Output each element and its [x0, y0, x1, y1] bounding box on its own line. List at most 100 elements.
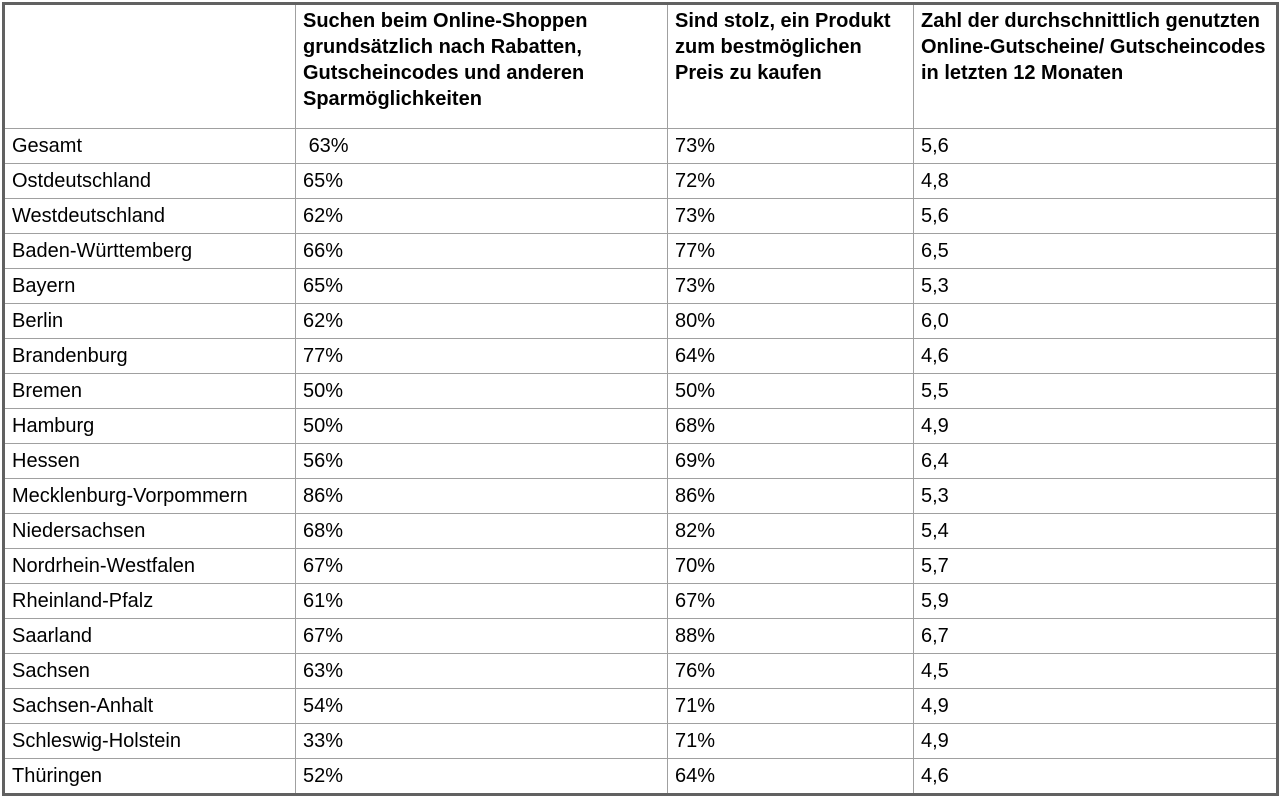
- value-cell: 63%: [295, 653, 668, 689]
- value-cell: 5,6: [913, 198, 1278, 234]
- value-cell: 6,5: [913, 233, 1278, 269]
- table-row: Hessen 56% 69% 6,4: [3, 443, 1278, 479]
- region-cell: Berlin: [3, 303, 296, 339]
- region-cell: Sachsen-Anhalt: [3, 688, 296, 724]
- column-header-search-discounts: Suchen beim Online-Shoppen grundsätzlich…: [295, 3, 668, 129]
- value-cell: 73%: [667, 128, 914, 164]
- region-cell: Brandenburg: [3, 338, 296, 374]
- value-cell: 52%: [295, 758, 668, 795]
- column-header-proud-best-price: Sind stolz, ein Produkt zum bestmögliche…: [667, 3, 914, 129]
- region-cell: Westdeutschland: [3, 198, 296, 234]
- value-cell: 62%: [295, 198, 668, 234]
- table-row: Bremen 50% 50% 5,5: [3, 373, 1278, 409]
- value-cell: 68%: [667, 408, 914, 444]
- region-cell: Niedersachsen: [3, 513, 296, 549]
- value-cell: 4,9: [913, 688, 1278, 724]
- value-cell: 77%: [295, 338, 668, 374]
- value-cell: 64%: [667, 338, 914, 374]
- value-cell: 67%: [295, 618, 668, 654]
- value-cell: 5,3: [913, 478, 1278, 514]
- value-cell: 4,6: [913, 758, 1278, 795]
- table-row: Berlin 62% 80% 6,0: [3, 303, 1278, 339]
- region-cell: Sachsen: [3, 653, 296, 689]
- value-cell: 4,8: [913, 163, 1278, 199]
- value-cell: 5,6: [913, 128, 1278, 164]
- value-cell: 72%: [667, 163, 914, 199]
- value-cell: 63%: [295, 128, 668, 164]
- value-cell: 4,5: [913, 653, 1278, 689]
- value-cell: 86%: [667, 478, 914, 514]
- value-cell: 73%: [667, 268, 914, 304]
- value-cell: 82%: [667, 513, 914, 549]
- table-row: Westdeutschland 62% 73% 5,6: [3, 198, 1278, 234]
- table-row: Bayern 65% 73% 5,3: [3, 268, 1278, 304]
- value-cell: 71%: [667, 688, 914, 724]
- value-cell: 66%: [295, 233, 668, 269]
- value-cell: 67%: [667, 583, 914, 619]
- value-cell: 73%: [667, 198, 914, 234]
- table-row: Schleswig-Holstein 33% 71% 4,9: [3, 723, 1278, 759]
- region-cell: Rheinland-Pfalz: [3, 583, 296, 619]
- table-row: Saarland 67% 88% 6,7: [3, 618, 1278, 654]
- table-row: Gesamt 63% 73% 5,6: [3, 128, 1278, 164]
- value-cell: 54%: [295, 688, 668, 724]
- table-row: Sachsen-Anhalt 54% 71% 4,9: [3, 688, 1278, 724]
- table-body: Gesamt 63% 73% 5,6 Ostdeutschland 65% 72% 4,8 W…: [3, 128, 1278, 795]
- region-cell: Hessen: [3, 443, 296, 479]
- region-cell: Ostdeutschland: [3, 163, 296, 199]
- value-cell: 67%: [295, 548, 668, 584]
- table-row: Mecklenburg-Vorpommern 86% 86% 5,3: [3, 478, 1278, 514]
- value-cell: 68%: [295, 513, 668, 549]
- value-cell: 5,9: [913, 583, 1278, 619]
- table-row: Baden-Württemberg 66% 77% 6,5: [3, 233, 1278, 269]
- table-row: Sachsen 63% 76% 4,5: [3, 653, 1278, 689]
- value-cell: 88%: [667, 618, 914, 654]
- region-cell: Baden-Württemberg: [3, 233, 296, 269]
- value-cell: 50%: [295, 373, 668, 409]
- value-cell: 69%: [667, 443, 914, 479]
- value-cell: 6,7: [913, 618, 1278, 654]
- value-cell: 86%: [295, 478, 668, 514]
- region-cell: Thüringen: [3, 758, 296, 795]
- value-cell: 71%: [667, 723, 914, 759]
- value-cell: 5,4: [913, 513, 1278, 549]
- region-cell: Saarland: [3, 618, 296, 654]
- table-row: Niedersachsen 68% 82% 5,4: [3, 513, 1278, 549]
- region-cell: Mecklenburg-Vorpommern: [3, 478, 296, 514]
- value-cell: 4,6: [913, 338, 1278, 374]
- value-cell: 61%: [295, 583, 668, 619]
- empty-corner-header: [3, 3, 296, 129]
- value-cell: 76%: [667, 653, 914, 689]
- value-cell: 5,7: [913, 548, 1278, 584]
- value-cell: 5,3: [913, 268, 1278, 304]
- value-cell: 70%: [667, 548, 914, 584]
- header-row: Suchen beim Online-Shoppen grundsätzlich…: [3, 3, 1278, 129]
- table-row: Ostdeutschland 65% 72% 4,8: [3, 163, 1278, 199]
- region-cell: Nordrhein-Westfalen: [3, 548, 296, 584]
- value-cell: 64%: [667, 758, 914, 795]
- region-cell: Bayern: [3, 268, 296, 304]
- value-cell: 33%: [295, 723, 668, 759]
- value-cell: 77%: [667, 233, 914, 269]
- value-cell: 5,5: [913, 373, 1278, 409]
- column-header-avg-vouchers: Zahl der durchschnittlich genutzten Onli…: [913, 3, 1278, 129]
- value-cell: 65%: [295, 163, 668, 199]
- table-row: Hamburg 50% 68% 4,9: [3, 408, 1278, 444]
- region-cell: Hamburg: [3, 408, 296, 444]
- value-cell: 6,4: [913, 443, 1278, 479]
- value-cell: 62%: [295, 303, 668, 339]
- value-cell: 6,0: [913, 303, 1278, 339]
- region-cell: Schleswig-Holstein: [3, 723, 296, 759]
- value-cell: 50%: [295, 408, 668, 444]
- value-cell: 4,9: [913, 723, 1278, 759]
- region-cell: Gesamt: [3, 128, 296, 164]
- value-cell: 56%: [295, 443, 668, 479]
- value-cell: 80%: [667, 303, 914, 339]
- table-row: Nordrhein-Westfalen 67% 70% 5,7: [3, 548, 1278, 584]
- value-cell: 4,9: [913, 408, 1278, 444]
- value-cell: 65%: [295, 268, 668, 304]
- region-cell: Bremen: [3, 373, 296, 409]
- table-row: Rheinland-Pfalz 61% 67% 5,9: [3, 583, 1278, 619]
